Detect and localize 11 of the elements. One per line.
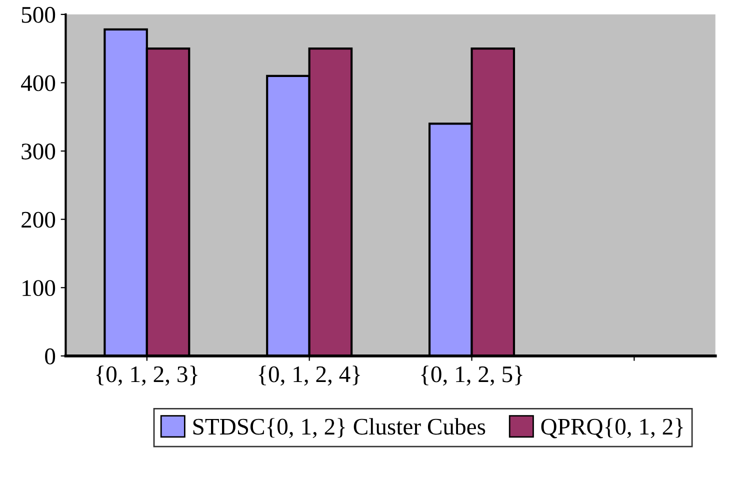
y-tick-label: 400 (21, 75, 56, 92)
y-tick-label: 300 (22, 144, 56, 160)
legend-label: STDSC{0, 1, 2} Cluster Cubes (193, 418, 486, 438)
y-tick-label: 100 (22, 280, 56, 296)
y-tick-label: 0 (45, 348, 56, 364)
x-tick-label: {0, 1, 2, 5} (421, 366, 522, 386)
y-tick-label: 500 (22, 6, 56, 23)
legend-label: QPRQ{0, 1, 2} (541, 418, 683, 438)
y-tick-label: 200 (22, 212, 56, 228)
x-tick-label: {0, 1, 2, 3} (96, 366, 198, 386)
x-tick-label: {0, 1, 2, 4} (258, 366, 360, 386)
